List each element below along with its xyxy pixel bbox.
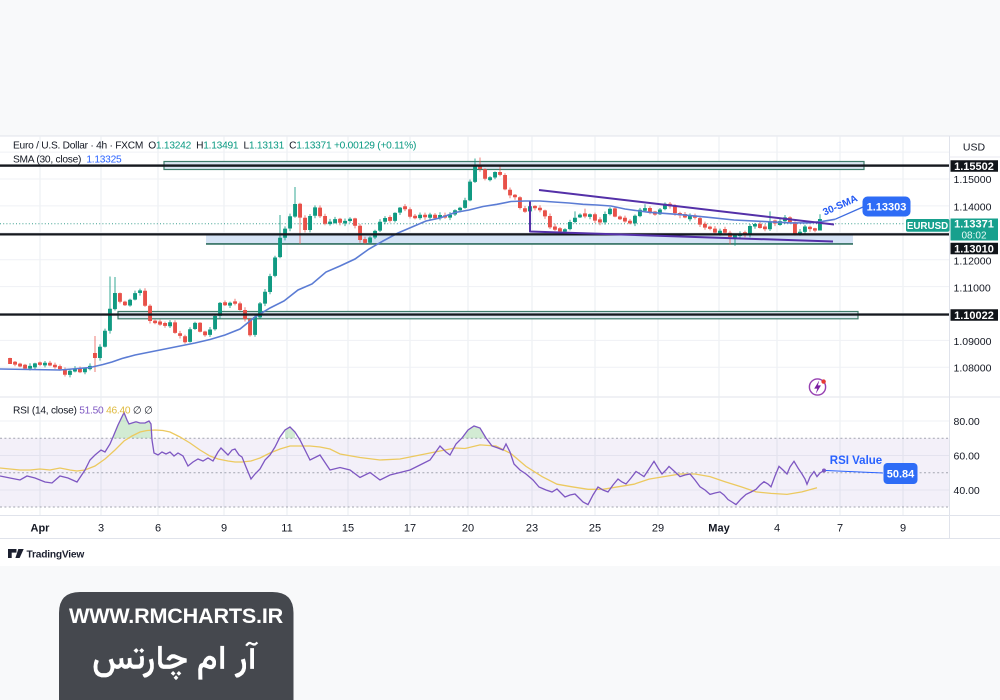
svg-text:1.12000: 1.12000: [954, 255, 992, 267]
svg-text:29: 29: [652, 523, 664, 535]
svg-text:1.11000: 1.11000: [954, 282, 991, 294]
svg-text:08:02: 08:02: [961, 231, 986, 242]
svg-text:1.08000: 1.08000: [954, 362, 992, 374]
svg-text:Apr: Apr: [31, 523, 51, 535]
svg-text:1.13371: 1.13371: [954, 219, 994, 231]
svg-text:9: 9: [900, 523, 906, 535]
svg-text:1.09000: 1.09000: [954, 336, 992, 348]
svg-text:Euro / U.S. Dollar · 4h · FXCM: Euro / U.S. Dollar · 4h · FXCM O1.13242 …: [13, 141, 416, 152]
svg-text:4: 4: [774, 523, 780, 535]
svg-text:3: 3: [98, 523, 104, 535]
svg-text:1.13303: 1.13303: [867, 202, 907, 214]
svg-text:9: 9: [221, 523, 227, 535]
svg-text:EURUSD: EURUSD: [907, 221, 948, 232]
svg-text:15: 15: [342, 523, 354, 535]
svg-text:1.10022: 1.10022: [954, 310, 994, 322]
svg-text:1.13010: 1.13010: [954, 243, 994, 255]
svg-text:80.00: 80.00: [954, 416, 980, 428]
svg-text:40.00: 40.00: [954, 485, 980, 497]
svg-text:RSI Value: RSI Value: [830, 455, 882, 467]
svg-text:1.14000: 1.14000: [954, 201, 992, 213]
svg-text:50.84: 50.84: [887, 469, 915, 481]
svg-text:May: May: [708, 523, 730, 535]
svg-text:WWW.RMCHARTS.IR: WWW.RMCHARTS.IR: [69, 603, 284, 628]
svg-text:20: 20: [462, 523, 474, 535]
svg-text:SMA (30, close) 1.13325: SMA (30, close) 1.13325: [13, 155, 122, 166]
svg-text:6: 6: [155, 523, 161, 535]
svg-text:60.00: 60.00: [954, 450, 980, 462]
svg-text:25: 25: [589, 523, 601, 535]
svg-text:TradingView: TradingView: [27, 549, 85, 560]
svg-text:17: 17: [404, 523, 416, 535]
svg-text:USD: USD: [963, 142, 986, 154]
svg-text:23: 23: [526, 523, 538, 535]
svg-text:1.15502: 1.15502: [954, 161, 994, 173]
svg-text:1.15000: 1.15000: [954, 174, 992, 186]
svg-text:11: 11: [281, 523, 292, 535]
svg-text:RSI (14, close) 51.50 46.40 ∅: RSI (14, close) 51.50 46.40 ∅ ∅: [13, 406, 153, 417]
svg-text:7: 7: [837, 523, 843, 535]
